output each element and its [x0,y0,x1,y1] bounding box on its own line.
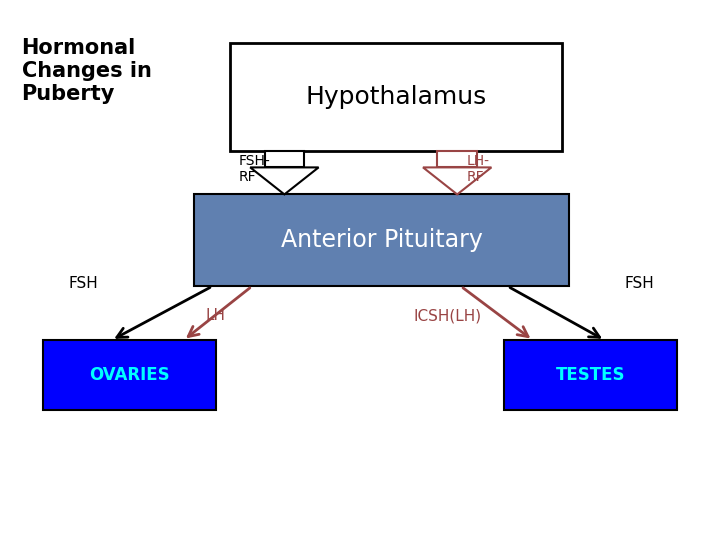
Text: FSH: FSH [625,276,654,291]
Text: ICSH(LH): ICSH(LH) [414,308,482,323]
Polygon shape [251,167,319,194]
Bar [194,194,569,286]
Text: FSH-
RF: FSH- RF [239,154,271,184]
Bar [230,43,562,151]
Text: LH-
RF: LH- RF [467,154,490,184]
Bar [438,151,477,167]
Bar [265,151,305,167]
Bar [43,340,216,410]
Bar [504,340,677,410]
Text: Hypothalamus: Hypothalamus [305,85,487,109]
Text: TESTES: TESTES [556,366,625,384]
Text: Anterior Pituitary: Anterior Pituitary [281,228,482,252]
Text: LH: LH [205,308,225,323]
Polygon shape [423,167,491,194]
Text: Hormonal
Changes in
Puberty: Hormonal Changes in Puberty [22,38,151,104]
Text: FSH: FSH [68,276,98,291]
Text: OVARIES: OVARIES [89,366,170,384]
